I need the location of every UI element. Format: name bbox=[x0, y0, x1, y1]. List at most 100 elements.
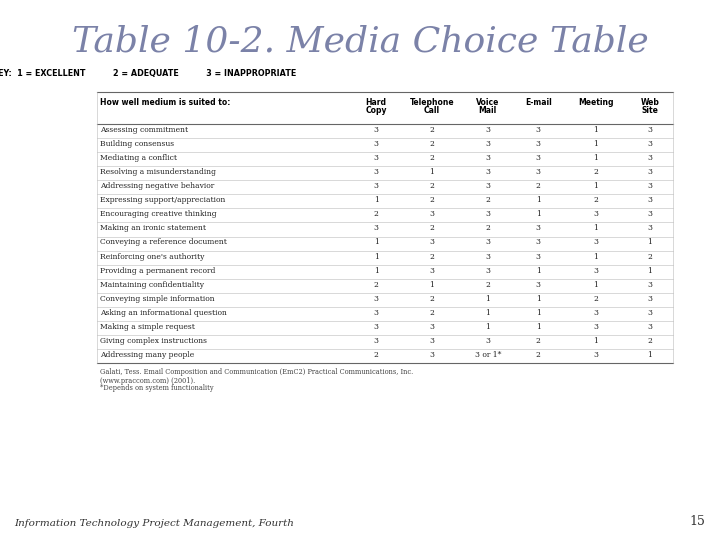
Text: 1: 1 bbox=[374, 267, 379, 274]
Text: 3: 3 bbox=[593, 211, 598, 218]
Text: 3: 3 bbox=[647, 281, 652, 288]
Text: 3: 3 bbox=[485, 154, 490, 162]
Text: 3: 3 bbox=[593, 323, 598, 330]
Text: 3: 3 bbox=[647, 309, 652, 316]
Text: 1: 1 bbox=[536, 309, 541, 316]
Text: 1: 1 bbox=[536, 211, 541, 218]
Text: 3: 3 bbox=[485, 337, 490, 345]
Text: Assessing commitment: Assessing commitment bbox=[100, 126, 188, 134]
Text: 3: 3 bbox=[647, 197, 652, 204]
Text: 3: 3 bbox=[485, 183, 490, 190]
Text: 1: 1 bbox=[374, 253, 379, 260]
Text: 3: 3 bbox=[430, 351, 434, 359]
Text: Site: Site bbox=[642, 106, 658, 116]
Text: Reinforcing one's authority: Reinforcing one's authority bbox=[100, 253, 204, 260]
Text: Copy: Copy bbox=[366, 106, 387, 116]
Text: 1: 1 bbox=[593, 337, 598, 345]
Text: Making a simple request: Making a simple request bbox=[100, 323, 195, 330]
Text: Mediating a conflict: Mediating a conflict bbox=[100, 154, 177, 162]
Text: 2: 2 bbox=[374, 351, 379, 359]
Text: 2: 2 bbox=[485, 197, 490, 204]
Text: 3: 3 bbox=[536, 140, 541, 148]
Text: 3: 3 bbox=[374, 126, 379, 134]
Text: 3: 3 bbox=[485, 267, 490, 274]
Text: 2: 2 bbox=[430, 309, 434, 316]
Text: 3: 3 bbox=[430, 267, 434, 274]
Text: 2: 2 bbox=[593, 197, 598, 204]
Text: 3: 3 bbox=[647, 183, 652, 190]
Text: 3: 3 bbox=[485, 211, 490, 218]
Text: 3: 3 bbox=[485, 168, 490, 176]
Text: 1: 1 bbox=[374, 239, 379, 246]
Text: Asking an informational question: Asking an informational question bbox=[100, 309, 227, 316]
Text: 2: 2 bbox=[593, 168, 598, 176]
Text: 3: 3 bbox=[374, 225, 379, 232]
Text: 3: 3 bbox=[647, 225, 652, 232]
Text: 3: 3 bbox=[430, 239, 434, 246]
Text: 2: 2 bbox=[430, 154, 434, 162]
Text: 2: 2 bbox=[374, 281, 379, 288]
Text: 1: 1 bbox=[647, 239, 652, 246]
Text: 3: 3 bbox=[536, 253, 541, 260]
Text: 3: 3 bbox=[374, 309, 379, 316]
Text: 2: 2 bbox=[430, 197, 434, 204]
Text: 2: 2 bbox=[536, 351, 541, 359]
Text: E-mail: E-mail bbox=[525, 98, 552, 107]
Text: 3: 3 bbox=[593, 309, 598, 316]
Text: Making an ironic statement: Making an ironic statement bbox=[100, 225, 206, 232]
Text: 1: 1 bbox=[593, 140, 598, 148]
Text: 1: 1 bbox=[593, 225, 598, 232]
Text: KEY:  1 = EXCELLENT          2 = ADEQUATE          3 = INAPPROPRIATE: KEY: 1 = EXCELLENT 2 = ADEQUATE 3 = INAP… bbox=[0, 70, 296, 78]
Text: Conveying simple information: Conveying simple information bbox=[100, 295, 215, 302]
Text: 3: 3 bbox=[593, 267, 598, 274]
Text: 2: 2 bbox=[430, 295, 434, 302]
Text: Maintaining confidentiality: Maintaining confidentiality bbox=[100, 281, 204, 288]
Text: Hard: Hard bbox=[366, 98, 387, 107]
Text: 3: 3 bbox=[536, 168, 541, 176]
Text: 3: 3 bbox=[374, 323, 379, 330]
Text: 2: 2 bbox=[485, 281, 490, 288]
Text: 3: 3 bbox=[536, 281, 541, 288]
Text: Voice: Voice bbox=[476, 98, 500, 107]
Text: 3: 3 bbox=[374, 168, 379, 176]
Text: 3: 3 bbox=[374, 154, 379, 162]
Text: 1: 1 bbox=[647, 351, 652, 359]
Text: 3: 3 bbox=[647, 140, 652, 148]
Text: 3: 3 bbox=[536, 154, 541, 162]
Text: 3: 3 bbox=[485, 140, 490, 148]
Text: 3: 3 bbox=[485, 239, 490, 246]
Text: 3: 3 bbox=[430, 323, 434, 330]
Text: 2: 2 bbox=[647, 337, 652, 345]
Text: 3: 3 bbox=[647, 211, 652, 218]
Text: 1: 1 bbox=[485, 323, 490, 330]
Text: 3: 3 bbox=[647, 323, 652, 330]
Text: 1: 1 bbox=[593, 183, 598, 190]
Text: 3: 3 bbox=[647, 295, 652, 302]
Text: 1: 1 bbox=[647, 267, 652, 274]
Text: 1: 1 bbox=[536, 295, 541, 302]
Text: Conveying a reference document: Conveying a reference document bbox=[100, 239, 227, 246]
Text: Expressing support/appreciation: Expressing support/appreciation bbox=[100, 197, 225, 204]
Text: 1: 1 bbox=[593, 281, 598, 288]
Text: How well medium is suited to:: How well medium is suited to: bbox=[100, 98, 230, 107]
Text: 2: 2 bbox=[430, 253, 434, 260]
Text: 2: 2 bbox=[430, 126, 434, 134]
Text: Addressing negative behavior: Addressing negative behavior bbox=[100, 183, 215, 190]
Text: *Depends on system functionality: *Depends on system functionality bbox=[100, 384, 214, 393]
Text: 1: 1 bbox=[485, 295, 490, 302]
Text: (www.praccom.com) (2001).: (www.praccom.com) (2001). bbox=[100, 377, 195, 385]
Text: 2: 2 bbox=[430, 183, 434, 190]
Text: 3 or 1*: 3 or 1* bbox=[474, 351, 501, 359]
Text: 2: 2 bbox=[485, 225, 490, 232]
Text: 3: 3 bbox=[536, 239, 541, 246]
Text: Mail: Mail bbox=[479, 106, 497, 116]
Text: 2: 2 bbox=[430, 225, 434, 232]
Text: 3: 3 bbox=[374, 183, 379, 190]
Text: 1: 1 bbox=[485, 309, 490, 316]
Text: 1: 1 bbox=[593, 126, 598, 134]
Text: Call: Call bbox=[424, 106, 440, 116]
Text: 1: 1 bbox=[536, 323, 541, 330]
Text: 1: 1 bbox=[374, 197, 379, 204]
Text: 15: 15 bbox=[690, 515, 706, 528]
Text: Building consensus: Building consensus bbox=[100, 140, 174, 148]
